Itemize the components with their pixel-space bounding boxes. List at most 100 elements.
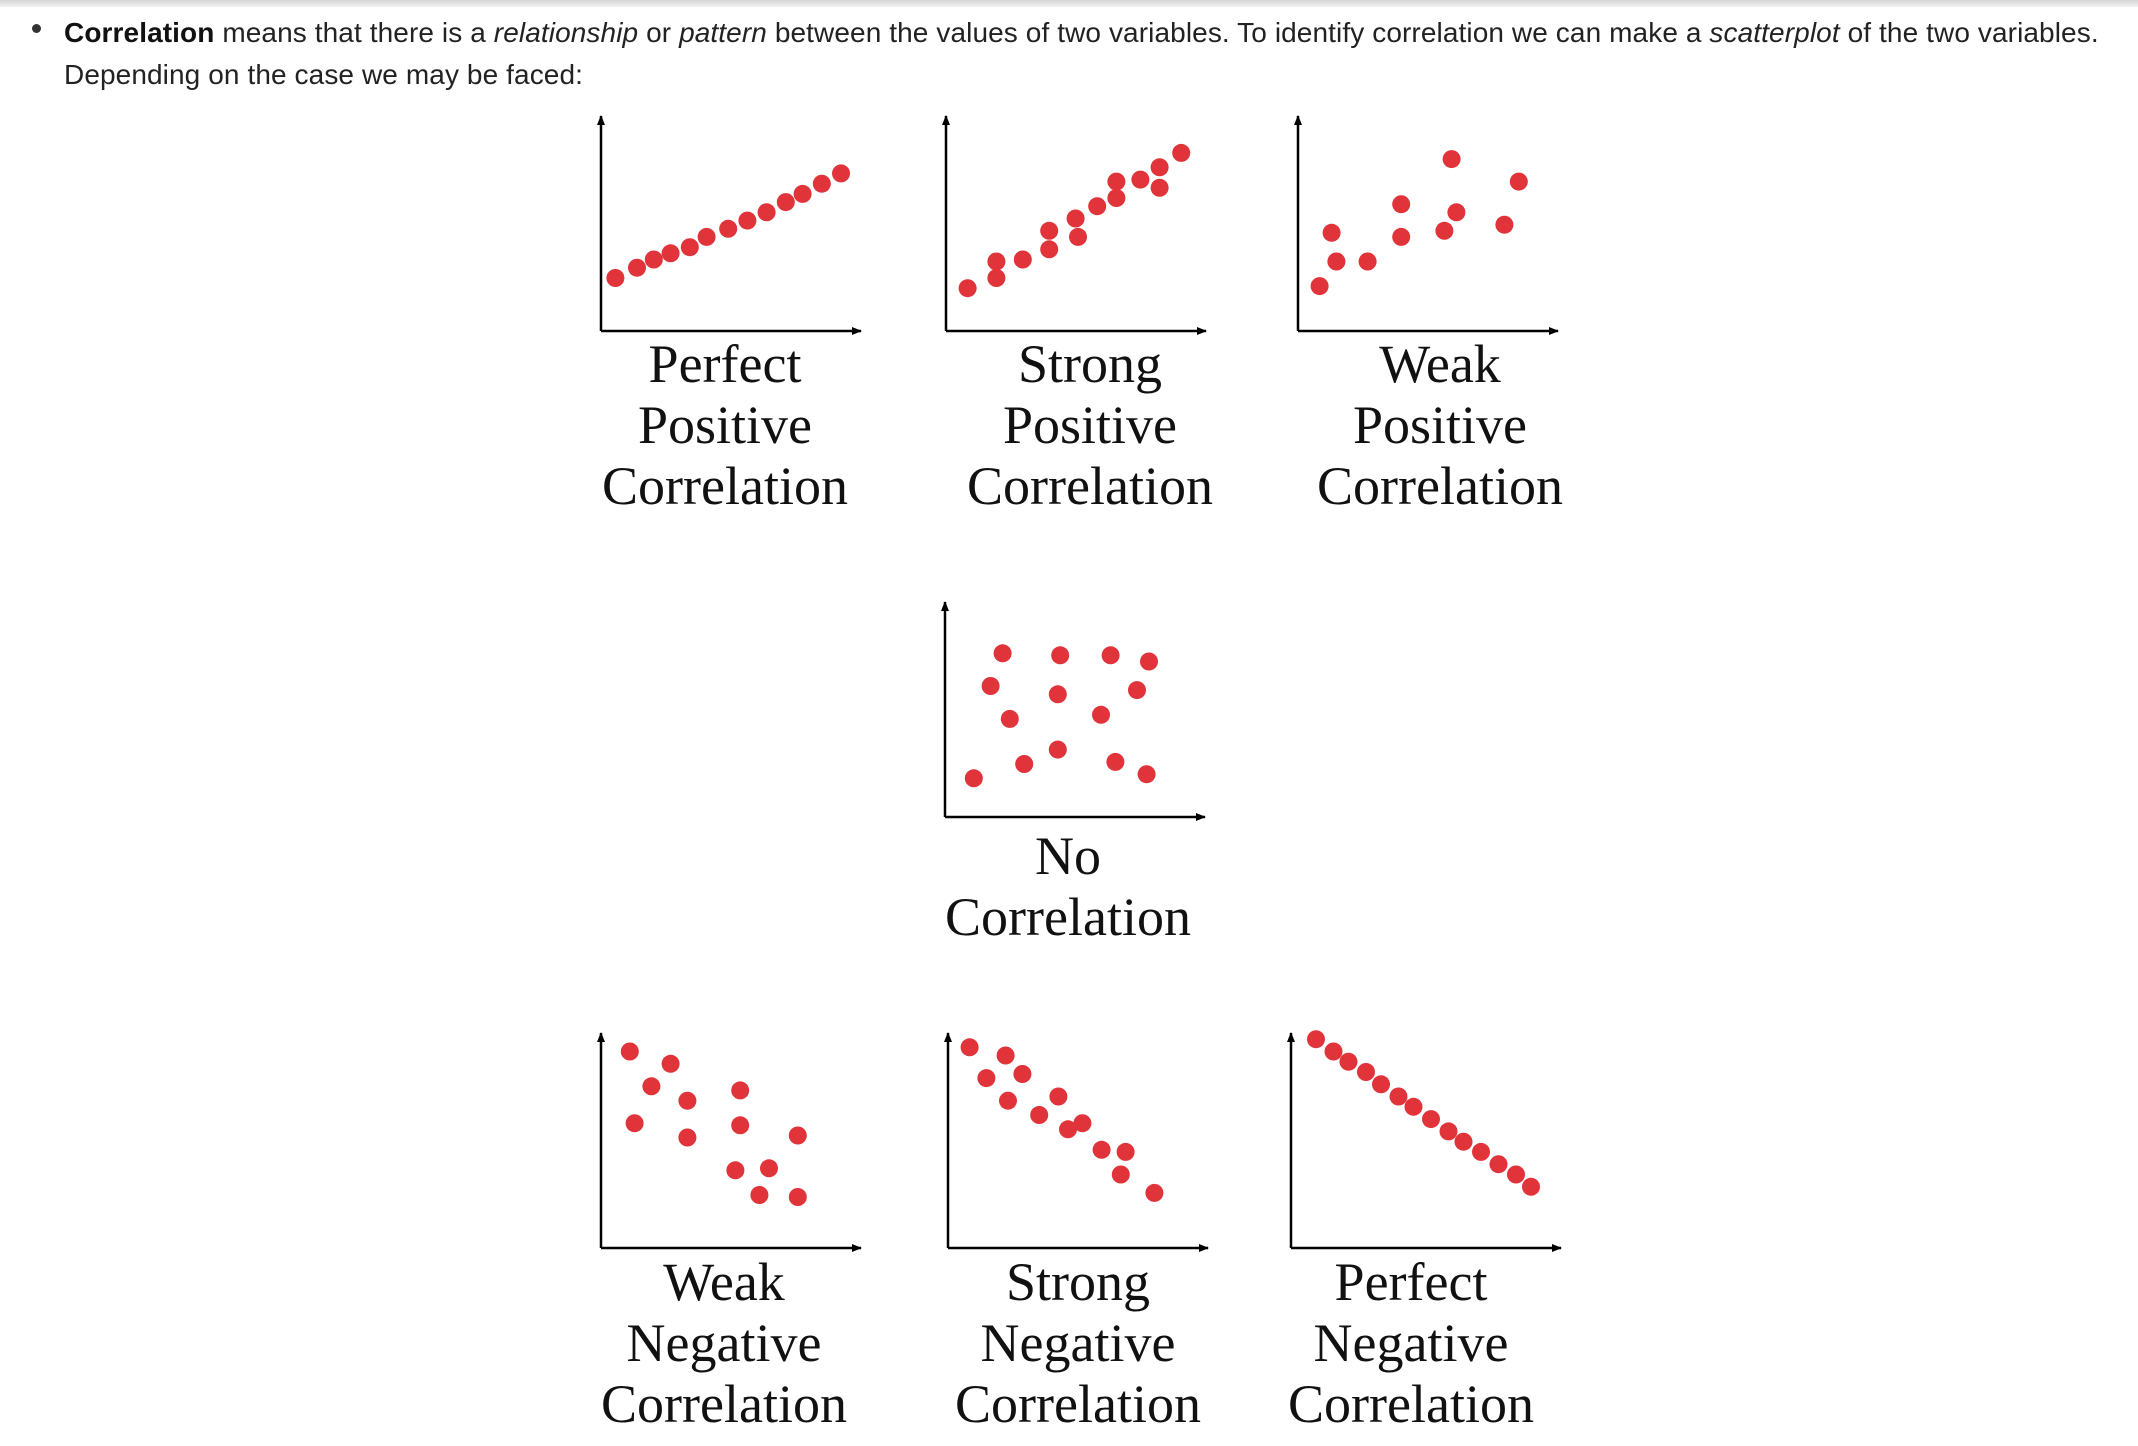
plot-label-line: Positive — [1353, 395, 1527, 455]
plot-label-line: Correlation — [955, 1374, 1201, 1434]
scatter-point — [1145, 1183, 1164, 1202]
plot-label-line: Correlation — [945, 887, 1191, 947]
scatter-point — [1454, 1132, 1473, 1151]
scatter-point — [1392, 195, 1411, 214]
scatter-point — [625, 1114, 644, 1133]
intro-text-2: or — [638, 17, 680, 48]
scatter-point — [1495, 215, 1514, 234]
scatter-point — [1040, 221, 1059, 240]
pattern-emphasis: pattern — [679, 17, 767, 48]
scatter-point — [1051, 646, 1070, 665]
scatter-point — [719, 219, 738, 238]
scatter-point — [628, 258, 646, 277]
intro-text-4: of the two variables. Depending on the c… — [64, 17, 2099, 90]
plot-label-line: Correlation — [967, 456, 1213, 516]
scatter-point — [1040, 240, 1059, 259]
scatter-point — [1327, 252, 1346, 271]
scatter-point — [1131, 170, 1150, 189]
scatter-point — [680, 238, 699, 257]
scatter-point — [1048, 740, 1067, 759]
scatter-point — [1059, 1120, 1077, 1139]
scatter-point — [1066, 209, 1085, 228]
intro-paragraph: Correlation means that there is a relati… — [64, 12, 2104, 96]
scatterplot-emphasis: scatterplot — [1709, 17, 1840, 48]
scatter-point — [1442, 150, 1461, 169]
list-bullet — [32, 24, 41, 33]
scatter-point — [977, 1069, 996, 1088]
scatter-point — [678, 1128, 697, 1147]
plot-label-line: Correlation — [601, 1374, 847, 1434]
scatter-point — [981, 677, 1000, 695]
plot-label-line: Correlation — [602, 456, 848, 516]
plot-label-line: Correlation — [1317, 456, 1563, 516]
scatter-point — [1092, 705, 1110, 724]
scatter-point — [1404, 1097, 1423, 1116]
scatter-point — [1310, 277, 1329, 296]
scatter-point — [958, 279, 977, 298]
scatter-point — [812, 174, 831, 193]
scatter-point — [620, 1042, 639, 1061]
scatter-point — [1073, 1114, 1092, 1133]
scatter-point — [999, 1091, 1017, 1110]
plot-label-line: Negative — [627, 1313, 822, 1373]
relationship-emphasis: relationship — [493, 17, 639, 48]
scatter-point — [987, 252, 1006, 271]
scatter-point — [757, 203, 776, 222]
scatter-point — [1030, 1106, 1049, 1124]
scatter-point — [1339, 1052, 1358, 1071]
plot-label-line: Strong — [1018, 334, 1162, 394]
scatter-point — [987, 269, 1006, 287]
scatter-point — [832, 164, 850, 183]
scatter-point — [661, 1054, 680, 1073]
scatter-point — [1069, 227, 1087, 246]
scatter-point — [1107, 189, 1126, 207]
scatter-point — [644, 250, 663, 269]
scatter-point — [1013, 1065, 1032, 1083]
scatter-point — [1013, 250, 1032, 269]
scatter-point — [697, 227, 716, 246]
scatter-point — [1106, 752, 1125, 771]
scatter-point — [1357, 1063, 1375, 1081]
scatter-point — [678, 1091, 697, 1110]
scatter-point — [1322, 223, 1341, 242]
top-divider — [0, 0, 2138, 7]
plot-label-line: Weak — [1379, 334, 1501, 394]
correlation-term: Correlation — [64, 17, 215, 48]
scatter-point — [1172, 143, 1191, 162]
scatter-point — [1435, 221, 1454, 240]
plot-label-line: Weak — [663, 1252, 785, 1312]
scatter-point — [1447, 203, 1466, 222]
scatter-point — [1389, 1087, 1408, 1106]
scatter-point — [1101, 646, 1120, 665]
scatter-point — [606, 269, 625, 287]
scatter-point — [1111, 1165, 1130, 1184]
scatter-point — [1472, 1142, 1490, 1161]
scatter-point — [1137, 765, 1156, 784]
scatter-point — [661, 244, 680, 263]
scatter-point — [1049, 1087, 1068, 1106]
scatter-point — [1509, 172, 1528, 191]
intro-text-3: between the values of two variables. To … — [766, 17, 1710, 48]
scatter-point — [1358, 252, 1377, 271]
scatter-point — [1392, 227, 1411, 246]
scatter-point — [793, 184, 812, 203]
scatter-point — [726, 1161, 745, 1180]
scatter-point — [1372, 1075, 1390, 1094]
scatter-point — [964, 769, 983, 788]
plot-label-line: No — [1035, 826, 1101, 886]
scatter-point — [1092, 1140, 1111, 1159]
plot-label-line: Negative — [981, 1313, 1176, 1373]
scatter-point — [1324, 1042, 1343, 1061]
scatter-point — [1422, 1110, 1440, 1129]
scatter-point — [1015, 755, 1034, 773]
scatter-point — [1088, 197, 1107, 216]
scatter-point — [960, 1038, 979, 1057]
scatter-point — [731, 1081, 750, 1100]
plot-label-line: Correlation — [1288, 1374, 1534, 1434]
scatter-point — [760, 1159, 778, 1178]
